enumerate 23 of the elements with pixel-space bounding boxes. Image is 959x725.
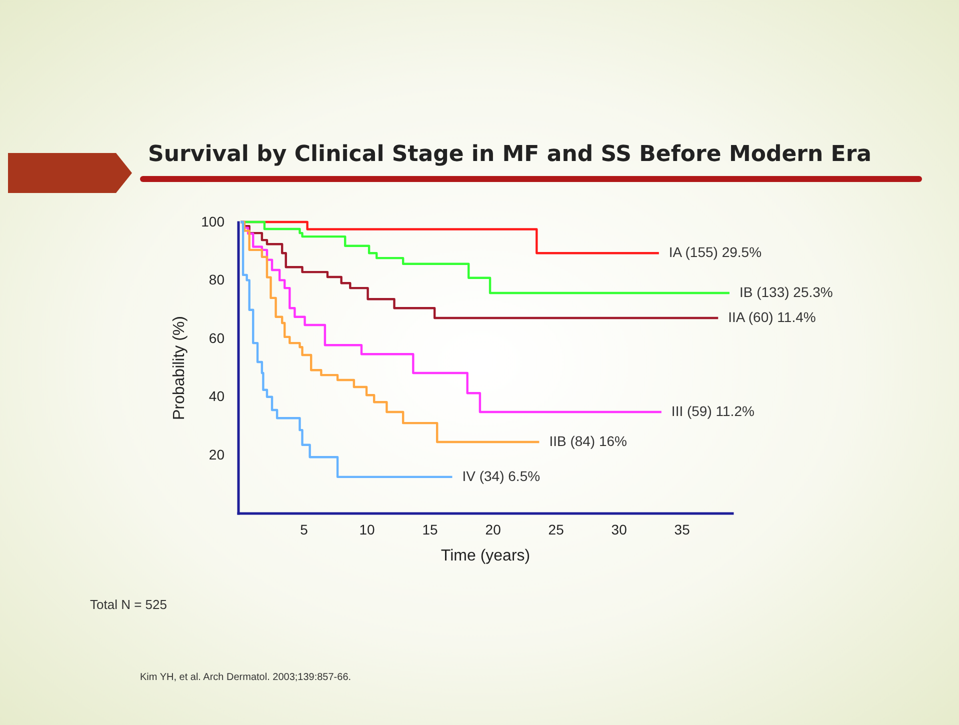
y-axis-title: Probability (%) bbox=[171, 316, 188, 420]
y-tick-label: 60 bbox=[208, 330, 225, 346]
series-label: III (59) 11.2% bbox=[671, 403, 754, 420]
series-label: IA (155) 29.5% bbox=[668, 244, 762, 260]
x-tick-label: 10 bbox=[359, 522, 376, 538]
series-label: IV (34) 6.5% bbox=[462, 468, 540, 484]
x-tick-label: 20 bbox=[485, 522, 502, 538]
series-label: IIB (84) 16% bbox=[549, 432, 628, 449]
text: Kim YH, et al. Arch Dermatol. 2003;139:857-66. bbox=[140, 672, 352, 683]
text: Total N = 525 bbox=[90, 597, 167, 612]
x-axis-title: Time (years) bbox=[440, 548, 530, 564]
x-tick-label: 35 bbox=[674, 522, 690, 538]
x-tick-label: 5 bbox=[300, 522, 308, 538]
y-tick-label: 80 bbox=[208, 272, 225, 288]
x-tick-label: 25 bbox=[548, 522, 564, 538]
y-tick-label: 100 bbox=[201, 214, 225, 230]
y-tick-label: 40 bbox=[208, 388, 225, 404]
series-label: IB (133) 25.3% bbox=[739, 284, 833, 300]
y-tick-label: 20 bbox=[208, 446, 225, 462]
x-tick-label: 30 bbox=[611, 522, 628, 538]
series-label: IIA (60) 11.4% bbox=[728, 309, 816, 326]
chart-title: Survival by Clinical Stage in MF and SS Before Modern Era bbox=[148, 142, 872, 167]
x-tick-label: 15 bbox=[422, 522, 438, 538]
